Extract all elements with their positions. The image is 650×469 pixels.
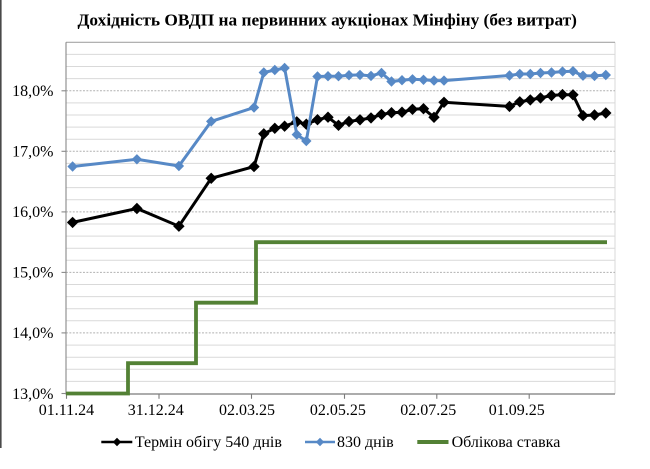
svg-text:Термін обігу 540 днів: Термін обігу 540 днів: [135, 434, 282, 451]
svg-text:15,0%: 15,0%: [12, 265, 53, 282]
svg-text:01.09.25: 01.09.25: [489, 402, 545, 419]
svg-text:Дохідність ОВДП на первинних а: Дохідність ОВДП на первинних аукціонах М…: [78, 10, 578, 29]
svg-text:18,0%: 18,0%: [12, 83, 53, 100]
svg-text:17,0%: 17,0%: [12, 144, 53, 161]
svg-text:14,0%: 14,0%: [12, 325, 53, 342]
svg-text:31.12.24: 31.12.24: [128, 402, 184, 419]
svg-text:16,0%: 16,0%: [12, 204, 53, 221]
svg-text:13,0%: 13,0%: [12, 386, 53, 403]
svg-text:02.03.25: 02.03.25: [219, 402, 275, 419]
svg-text:01.11.24: 01.11.24: [39, 402, 94, 419]
svg-text:02.07.25: 02.07.25: [400, 402, 456, 419]
svg-text:02.05.25: 02.05.25: [310, 402, 366, 419]
svg-text:Облікова ставка: Облікова ставка: [452, 434, 561, 451]
svg-text:830 днів: 830 днів: [337, 434, 394, 451]
